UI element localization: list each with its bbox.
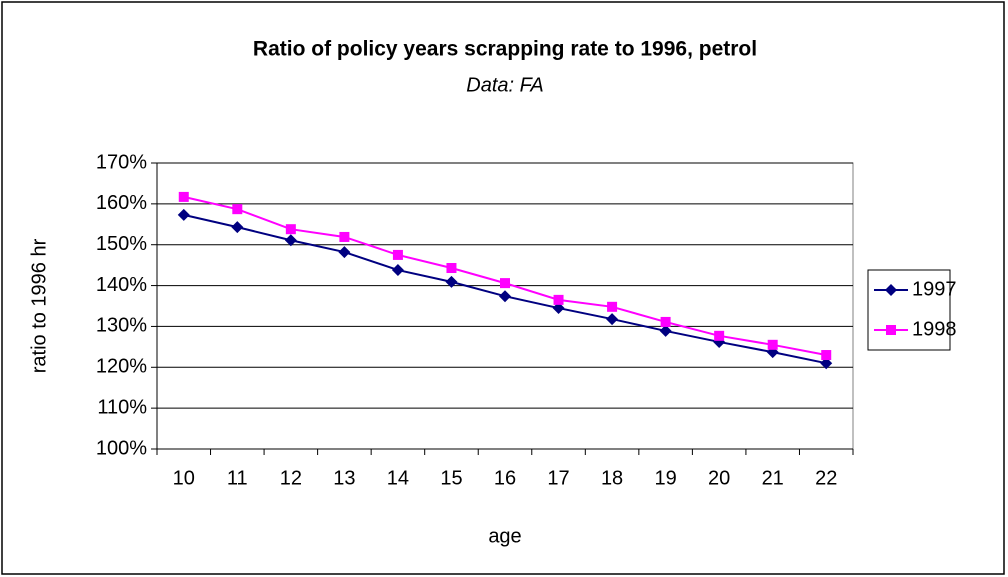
x-tick-label: 16	[494, 467, 516, 489]
chart-title: Ratio of policy years scrapping rate to …	[253, 38, 757, 61]
data-point	[607, 301, 618, 312]
x-tick-label: 10	[173, 467, 195, 489]
x-tick-label: 11	[227, 467, 248, 489]
data-point	[284, 234, 297, 247]
x-tick-label: 19	[654, 467, 676, 489]
data-point	[339, 231, 350, 242]
legend-box	[867, 269, 951, 351]
data-point	[446, 263, 457, 274]
data-point	[338, 246, 351, 259]
data-point	[659, 324, 672, 337]
data-point	[177, 208, 190, 221]
y-tick-label: 160%	[96, 192, 147, 214]
x-tick-label: 12	[280, 467, 302, 489]
y-tick-label: 110%	[97, 396, 147, 418]
chart-subtitle: Data: FA	[466, 74, 543, 96]
x-tick-label: 20	[708, 467, 730, 489]
legend-label: 1997	[912, 278, 957, 300]
legend-marker	[885, 284, 897, 296]
data-point	[821, 350, 832, 361]
data-point	[445, 275, 458, 288]
data-point	[231, 221, 244, 234]
data-point	[391, 264, 404, 277]
y-tick-label: 130%	[96, 315, 147, 337]
legend-label: 1998	[912, 318, 957, 340]
data-point	[285, 224, 296, 235]
data-point	[660, 316, 671, 327]
data-point	[500, 278, 510, 289]
data-point	[392, 249, 403, 260]
data-point	[178, 191, 189, 202]
x-tick-label: 21	[762, 467, 784, 489]
legend-marker	[886, 325, 896, 335]
x-tick-label: 13	[333, 467, 355, 489]
y-tick-label: 120%	[96, 356, 147, 378]
data-point	[552, 302, 565, 315]
y-tick-label: 140%	[96, 274, 147, 296]
y-axis-label: ratio to 1996 hr	[28, 238, 50, 373]
data-point	[499, 290, 511, 303]
x-tick-label: 14	[387, 467, 409, 489]
data-point	[232, 204, 243, 215]
x-tick-label: 15	[440, 467, 462, 489]
data-point	[606, 313, 619, 326]
x-tick-label: 22	[815, 467, 837, 489]
y-tick-label: 150%	[96, 233, 147, 255]
x-axis-label: age	[488, 525, 521, 547]
data-point	[714, 330, 725, 341]
data-point	[553, 294, 564, 305]
data-point	[767, 339, 778, 350]
data-point	[820, 357, 833, 370]
y-tick-label: 100%	[96, 437, 147, 459]
plot-area	[156, 162, 854, 450]
y-tick-label: 170%	[96, 151, 147, 173]
x-tick-label: 17	[547, 467, 569, 489]
x-tick-label: 18	[601, 467, 623, 489]
